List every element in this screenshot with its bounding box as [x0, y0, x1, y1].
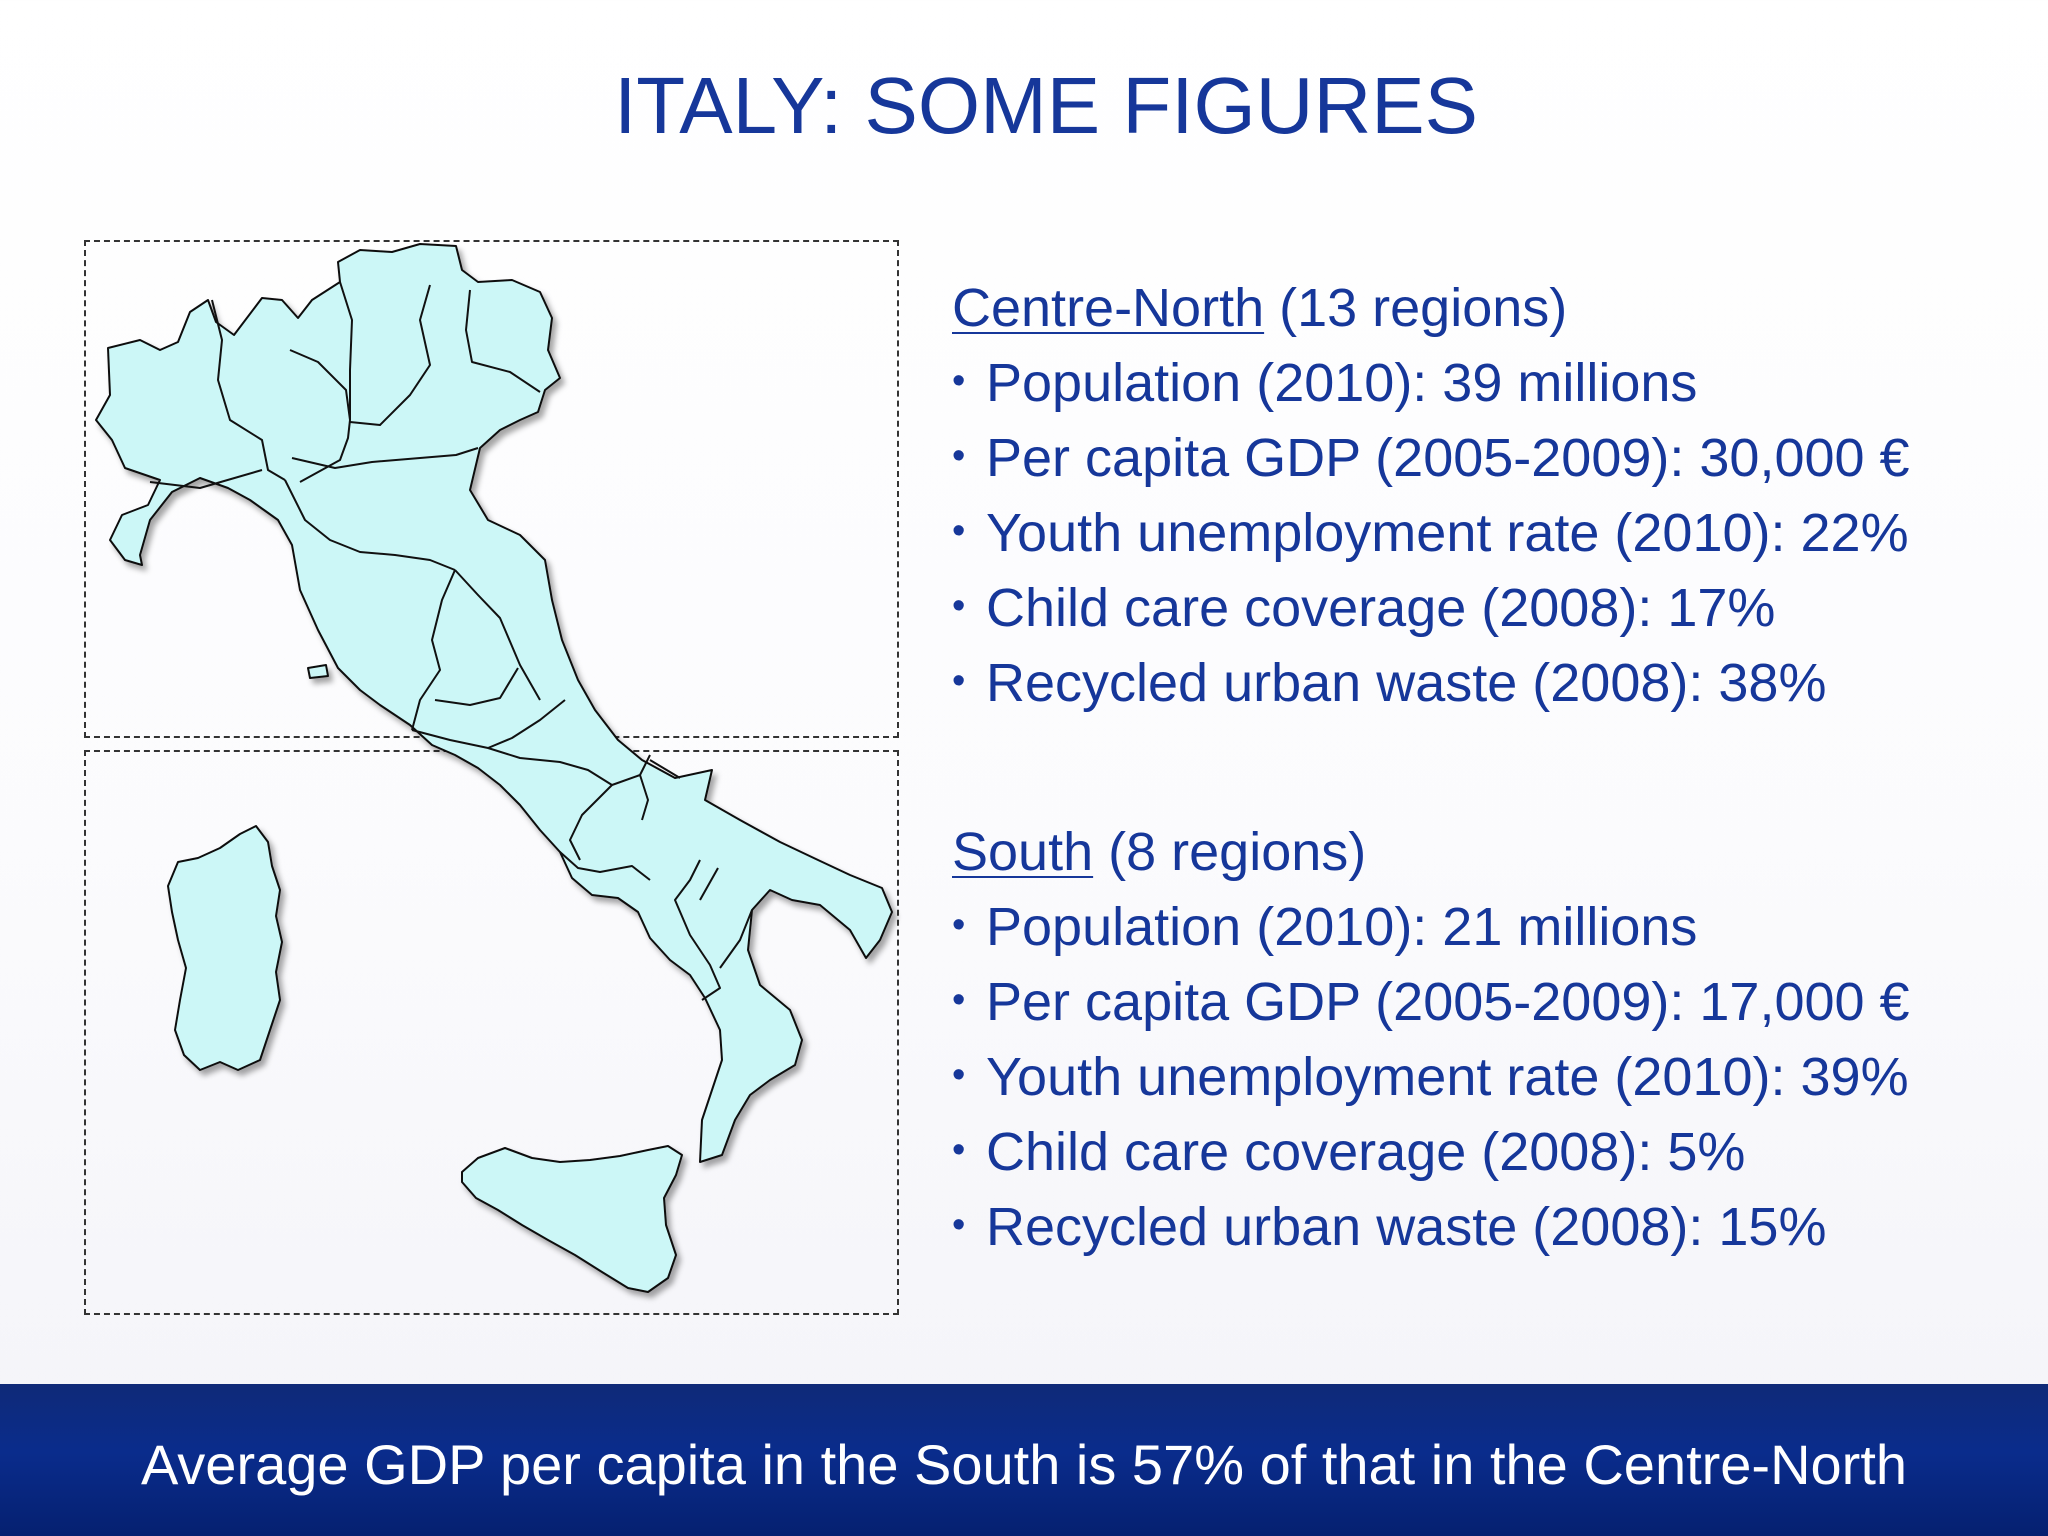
stat-text: Population (2010): 21 millions [986, 897, 1698, 957]
stat-text: Youth unemployment rate (2010): 39% [986, 1047, 1909, 1107]
slide-title: ITALY: SOME FIGURES [614, 61, 1478, 150]
region-boundaries [149, 281, 753, 1001]
group-name: Centre-North [952, 278, 1265, 338]
stat-text: Child care coverage (2008): 17% [986, 578, 1776, 638]
stat-item: • Recycled urban waste (2008): 38% [952, 646, 2012, 721]
bullet-icon: • [952, 1204, 966, 1246]
footer-text: Average GDP per capita in the South is 5… [140, 1433, 1908, 1496]
stat-item: • Per capita GDP (2005-2009): 30,000 € [952, 421, 2012, 496]
bullet-icon: • [952, 585, 966, 627]
centre-north-stats: Centre-North (13 regions) • Population (2… [952, 271, 2012, 721]
bullet-icon: • [952, 904, 966, 946]
bullet-icon: • [952, 979, 966, 1021]
group-name: South [952, 822, 1094, 882]
stat-item: • Per capita GDP (2005-2009): 17,000 € [952, 965, 2012, 1040]
stat-text: Youth unemployment rate (2010): 22% [986, 503, 1909, 563]
group-heading: Centre-North (13 regions) [952, 271, 2012, 346]
bullet-icon: • [952, 1054, 966, 1096]
sicily-shape [461, 1145, 683, 1293]
bullet-icon: • [952, 510, 966, 552]
stat-text: Per capita GDP (2005-2009): 30,000 € [986, 428, 1910, 488]
stat-text: Recycled urban waste (2008): 15% [986, 1197, 1827, 1257]
group-region-count: (8 regions) [1093, 822, 1367, 882]
stat-item: • Youth unemployment rate (2010): 39% [952, 1040, 2012, 1115]
bullet-icon: • [952, 1129, 966, 1171]
stat-item: • Recycled urban waste (2008): 15% [952, 1190, 2012, 1265]
stat-text: Population (2010): 39 millions [986, 353, 1698, 413]
stat-text: Per capita GDP (2005-2009): 17,000 € [986, 972, 1910, 1032]
stat-text: Child care coverage (2008): 5% [986, 1122, 1746, 1182]
group-heading: South (8 regions) [952, 815, 2012, 890]
group-region-count: (13 regions) [1264, 278, 1568, 338]
footer-banner: Average GDP per capita in the South is 5… [0, 1384, 2048, 1536]
italy-regions-map [95, 243, 893, 1293]
stat-text: Recycled urban waste (2008): 38% [986, 653, 1827, 713]
sardinia-shape [167, 825, 283, 1071]
stat-item: • Child care coverage (2008): 5% [952, 1115, 2012, 1190]
bullet-icon: • [952, 660, 966, 702]
stat-item: • Population (2010): 39 millions [952, 346, 2012, 421]
stat-item: • Youth unemployment rate (2010): 22% [952, 496, 2012, 571]
stat-item: • Population (2010): 21 millions [952, 890, 2012, 965]
elba-shape [307, 664, 329, 679]
bullet-icon: • [952, 360, 966, 402]
stat-item: • Child care coverage (2008): 17% [952, 571, 2012, 646]
mainland-italy-shape [95, 243, 893, 1163]
south-stats: South (8 regions) • Population (2010): 21… [952, 815, 2012, 1265]
bullet-icon: • [952, 435, 966, 477]
